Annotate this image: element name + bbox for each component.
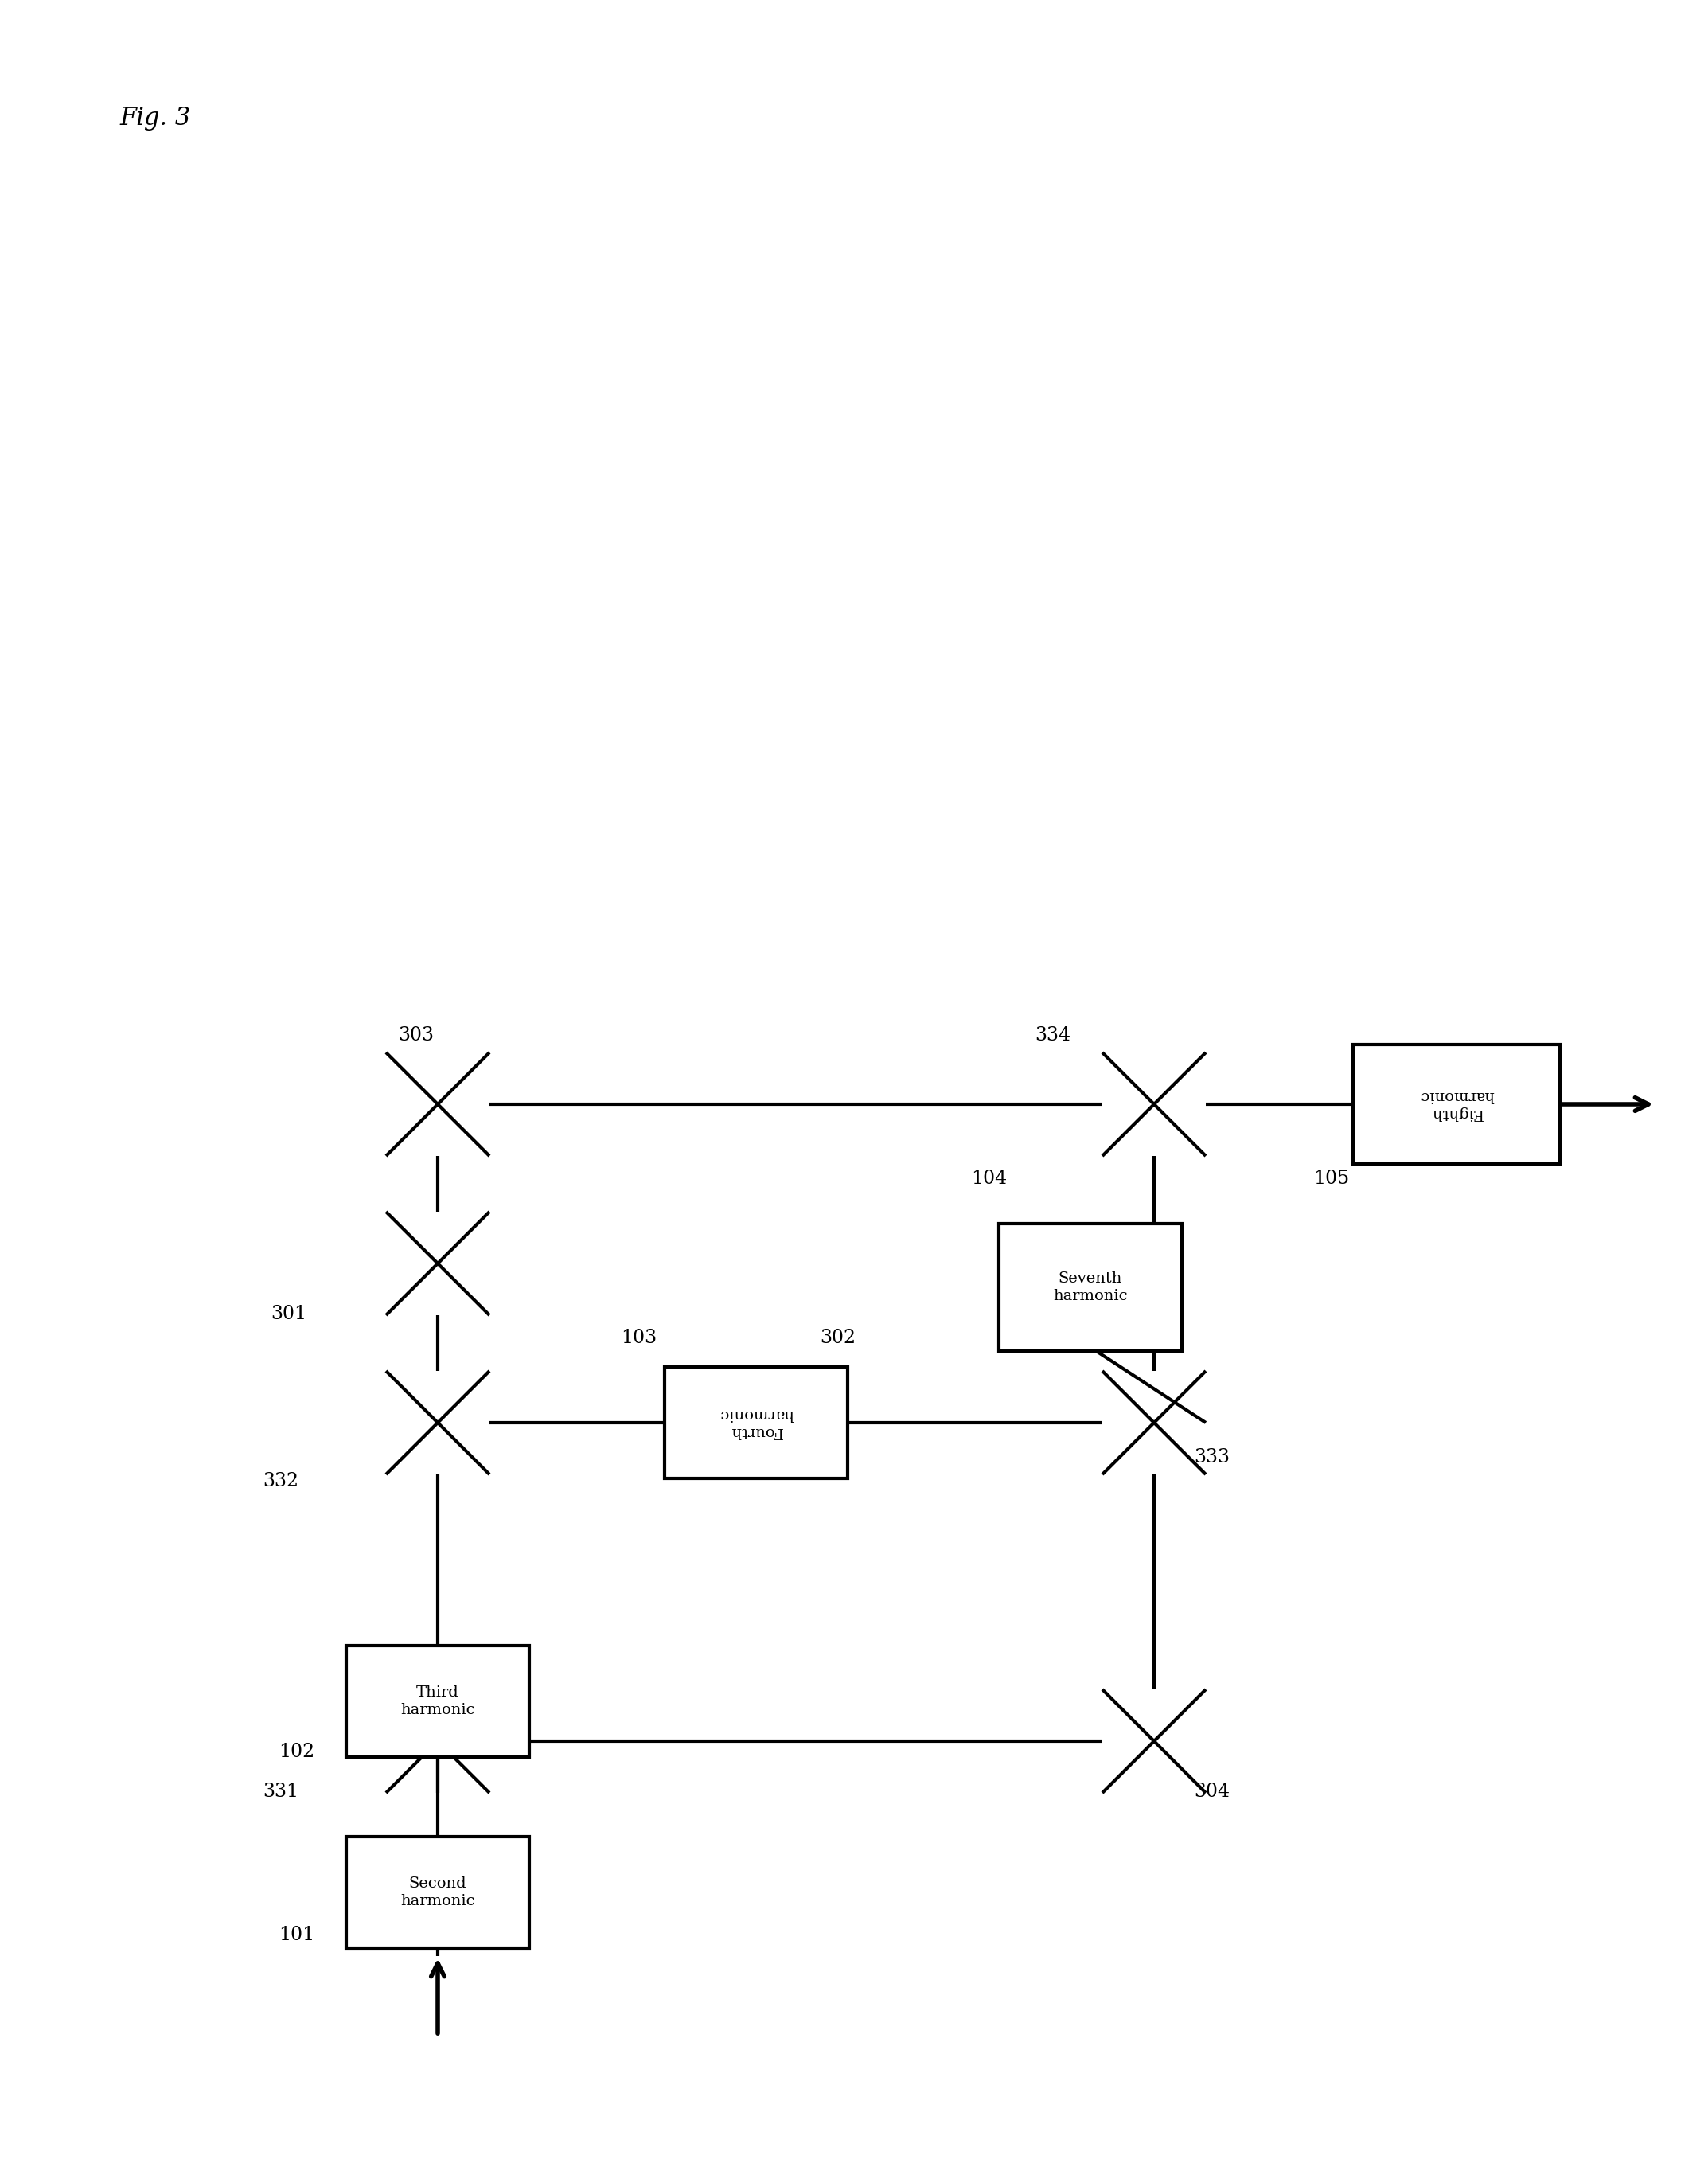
Text: 304: 304 — [1194, 1782, 1230, 1800]
Text: 331: 331 — [263, 1782, 299, 1800]
Text: 334: 334 — [1035, 1026, 1071, 1044]
Text: Third
harmonic: Third harmonic — [400, 1684, 475, 1717]
Bar — [664, 1366, 847, 1477]
Text: 101: 101 — [278, 1926, 314, 1944]
Text: 301: 301 — [270, 1305, 306, 1323]
Bar — [347, 1645, 529, 1756]
Text: 303: 303 — [398, 1026, 434, 1044]
Text: Eighth
harmonic: Eighth harmonic — [1419, 1087, 1494, 1120]
Text: Second
harmonic: Second harmonic — [400, 1876, 475, 1909]
Bar — [1353, 1044, 1559, 1164]
Bar — [999, 1225, 1182, 1351]
Text: 105: 105 — [1313, 1170, 1349, 1188]
Text: 104: 104 — [970, 1170, 1008, 1188]
Text: 302: 302 — [820, 1329, 856, 1347]
Text: Fig. 3: Fig. 3 — [120, 107, 190, 131]
Text: Seventh
harmonic: Seventh harmonic — [1054, 1270, 1127, 1303]
Text: Fourth
harmonic: Fourth harmonic — [719, 1408, 793, 1438]
Text: 332: 332 — [263, 1473, 299, 1490]
Text: 102: 102 — [278, 1743, 314, 1761]
Bar — [347, 1837, 529, 1948]
Text: 333: 333 — [1194, 1449, 1230, 1466]
Text: 103: 103 — [620, 1329, 656, 1347]
